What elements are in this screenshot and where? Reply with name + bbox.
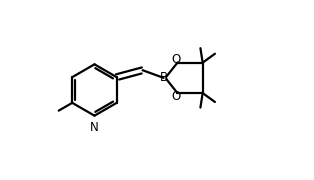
Text: N: N <box>90 121 99 134</box>
Text: B: B <box>160 71 168 84</box>
Text: O: O <box>171 53 180 66</box>
Text: O: O <box>171 90 180 103</box>
